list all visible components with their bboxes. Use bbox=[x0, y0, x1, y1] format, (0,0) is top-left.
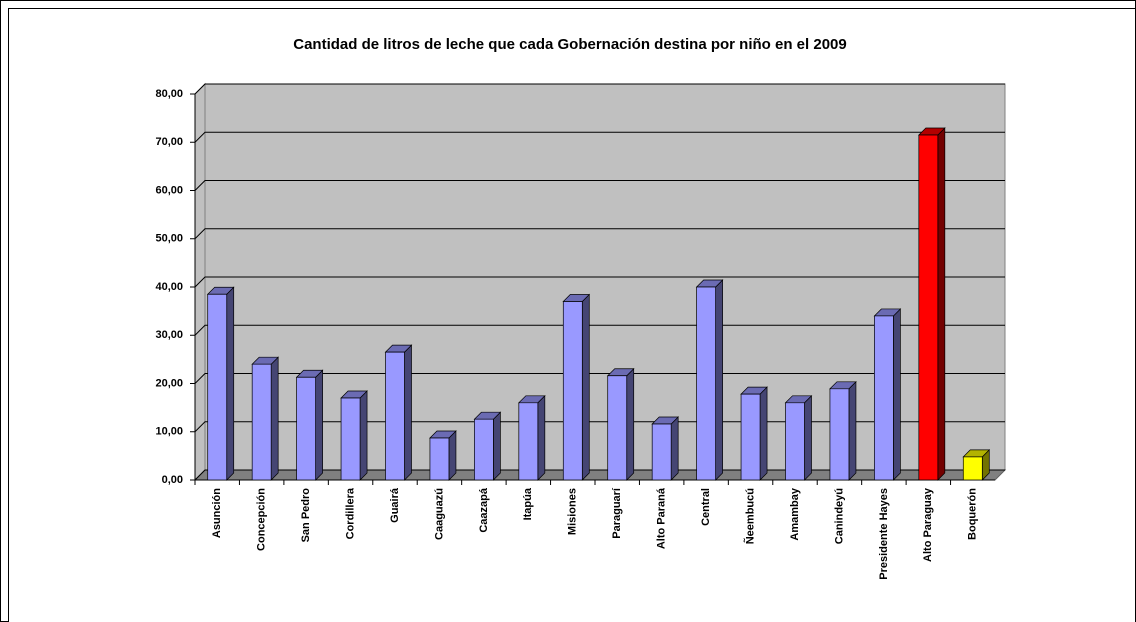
bar-side bbox=[537, 394, 546, 481]
y-tick-label: 60,00 bbox=[155, 184, 183, 196]
x-tick-label: Itapúa bbox=[522, 487, 534, 520]
bar-front bbox=[474, 418, 494, 481]
bar bbox=[873, 308, 902, 481]
y-tick-label: 70,00 bbox=[155, 136, 183, 148]
bar-front bbox=[518, 402, 539, 481]
bar-front bbox=[429, 437, 450, 481]
bar-front bbox=[340, 397, 361, 481]
bar-front bbox=[651, 423, 672, 481]
bar-front bbox=[251, 363, 272, 481]
bar-front bbox=[696, 286, 716, 481]
bar-side bbox=[493, 411, 501, 481]
bar bbox=[917, 127, 946, 481]
bar-front bbox=[562, 301, 583, 481]
bar-side bbox=[581, 293, 590, 481]
y-tick-label: 30,00 bbox=[155, 329, 183, 341]
bar bbox=[651, 416, 680, 481]
chart-title: Cantidad de litros de leche que cada Gob… bbox=[293, 36, 846, 53]
x-tick-label: Presidente Hayes bbox=[878, 488, 890, 580]
grid-line bbox=[194, 373, 1005, 384]
x-tick-label: Caaguazú bbox=[433, 488, 445, 540]
y-tick-label: 50,00 bbox=[155, 233, 183, 245]
grid-line bbox=[194, 180, 1005, 191]
bar-side bbox=[715, 279, 723, 481]
bar-side bbox=[315, 369, 323, 481]
x-tick-label: Misiones bbox=[567, 488, 579, 535]
bar-front bbox=[207, 293, 228, 481]
x-tick-label: Caazapá bbox=[478, 487, 490, 533]
x-tick-label: Ñeembucú bbox=[743, 488, 756, 544]
bar-side bbox=[937, 127, 946, 481]
x-tick-label: Asunción bbox=[211, 488, 223, 538]
bar bbox=[517, 394, 546, 481]
x-tick-label: San Pedro bbox=[300, 488, 312, 543]
bar-side bbox=[670, 416, 679, 481]
x-tick-label: Canindeyú bbox=[833, 488, 845, 544]
x-tick-label: Paraguarí bbox=[611, 487, 623, 539]
grid-line bbox=[194, 276, 1005, 288]
bar-side bbox=[893, 308, 901, 481]
grid-line bbox=[194, 83, 1005, 95]
bar-side bbox=[359, 390, 368, 481]
bar bbox=[384, 344, 413, 481]
bar-side bbox=[848, 380, 857, 481]
bar-side bbox=[404, 344, 412, 481]
grid-line bbox=[194, 131, 1005, 143]
x-tick-label: Central bbox=[700, 488, 712, 526]
bar-side bbox=[804, 394, 812, 481]
y-tick-label: 40,00 bbox=[155, 281, 183, 293]
y-tick-label: 20,00 bbox=[155, 377, 183, 389]
bar bbox=[473, 411, 502, 481]
x-tick-label: Boquerón bbox=[967, 488, 979, 540]
bar-front bbox=[296, 376, 316, 481]
bar-front bbox=[385, 351, 405, 481]
y-tick-label: 80,00 bbox=[155, 88, 183, 100]
bar bbox=[784, 394, 813, 481]
bar bbox=[695, 279, 724, 481]
x-tick-label: Concepción bbox=[256, 488, 268, 551]
bar-front bbox=[829, 388, 850, 481]
bar bbox=[962, 448, 991, 481]
x-tick-label: Alto Paraná bbox=[656, 487, 668, 549]
y-tick-label: 10,00 bbox=[155, 426, 183, 438]
bar bbox=[251, 356, 280, 481]
bar bbox=[562, 293, 591, 481]
bar-side bbox=[270, 356, 279, 481]
x-tick-label: Amambay bbox=[789, 487, 801, 540]
x-tick-label: Alto Paraguay bbox=[922, 487, 934, 562]
bar-side bbox=[626, 367, 635, 481]
bar-front bbox=[918, 134, 939, 481]
x-tick-label: Cordillera bbox=[344, 487, 356, 539]
x-tick-label: Guairá bbox=[389, 487, 401, 523]
bar bbox=[340, 390, 368, 481]
bar-front bbox=[962, 456, 983, 481]
grid-line bbox=[194, 421, 1005, 433]
bar-front bbox=[874, 315, 894, 481]
bar-side bbox=[759, 386, 768, 481]
y-tick-label: 0,00 bbox=[162, 474, 183, 486]
bar bbox=[740, 386, 768, 481]
bar bbox=[829, 380, 857, 481]
bar-front bbox=[785, 402, 805, 481]
bar-side bbox=[448, 430, 457, 481]
bar bbox=[295, 369, 324, 481]
grid-line bbox=[194, 228, 1005, 240]
bar bbox=[429, 430, 457, 481]
bar-side bbox=[226, 286, 235, 481]
grid-line bbox=[194, 324, 1005, 336]
bar-front bbox=[740, 393, 761, 481]
bar bbox=[606, 367, 635, 481]
grid-line bbox=[194, 469, 1005, 481]
bar-front bbox=[607, 375, 628, 481]
bar bbox=[206, 286, 235, 481]
